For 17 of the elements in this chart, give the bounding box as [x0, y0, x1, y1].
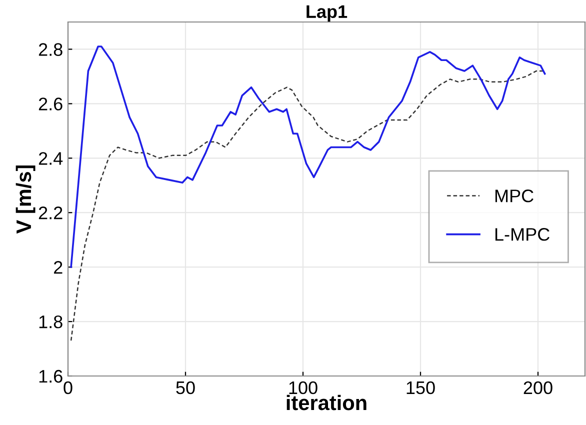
legend-label: L-MPC: [495, 228, 550, 241]
x-axis-title: iteration: [286, 394, 366, 410]
y-tick-label: 2.4: [38, 152, 63, 165]
y-axis-title: V [m/s]: [16, 165, 36, 234]
x-tick-label: 50: [176, 381, 195, 394]
x-tick-label: 100: [289, 381, 318, 394]
chart-title: Lap1: [306, 5, 348, 22]
y-tick-label: 2.8: [38, 43, 62, 56]
y-tick-label: 2.6: [38, 98, 62, 110]
legend-label: MPC: [495, 190, 534, 202]
y-tick-label: 1.6: [39, 370, 62, 383]
x-tick-label: 150: [406, 381, 435, 394]
y-tick-label: 1.8: [39, 315, 62, 328]
y-tick-label: 2.2: [38, 206, 62, 220]
y-tick-label: 2: [54, 261, 62, 274]
x-tick-label: 200: [524, 381, 552, 394]
x-tick-label: 0: [64, 381, 72, 394]
